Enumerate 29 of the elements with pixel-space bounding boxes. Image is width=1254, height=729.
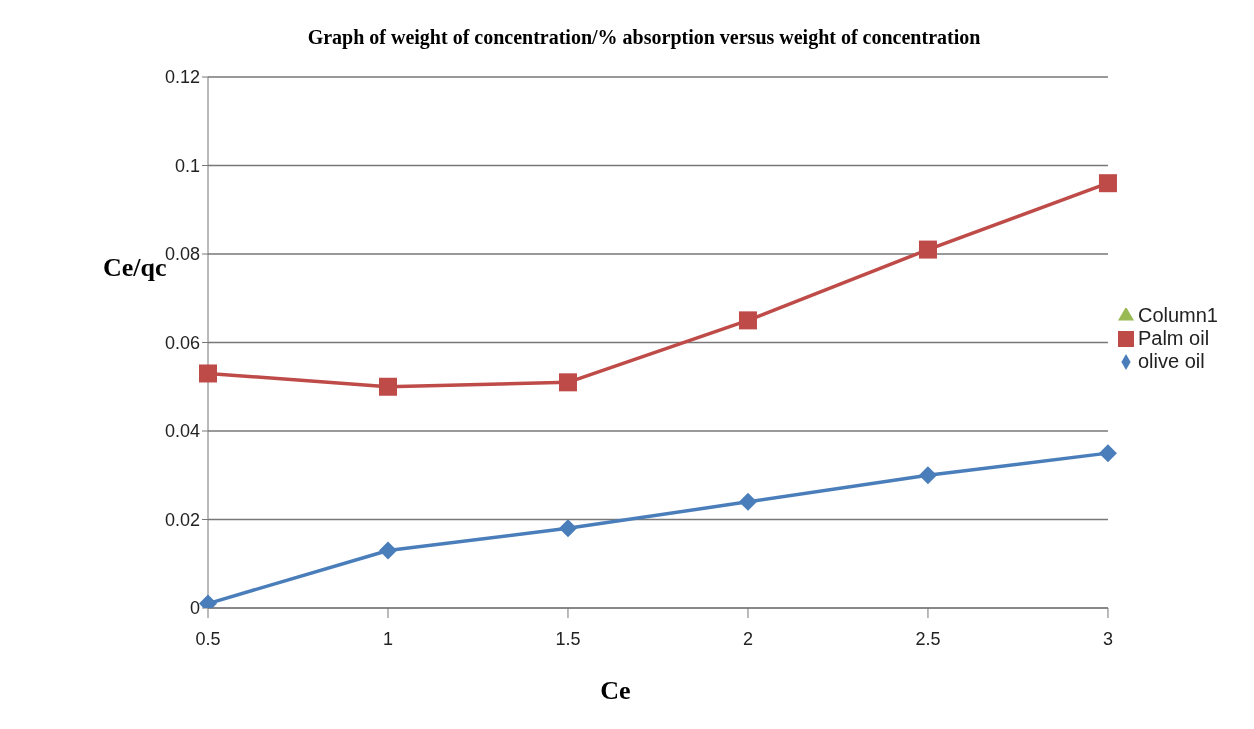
y-tick-label: 0.04 (164, 421, 200, 442)
point (738, 311, 757, 330)
x-tick-label: 3 (1102, 628, 1113, 649)
y-tick-label: 0.02 (164, 509, 200, 530)
y-tick-label: 0.08 (164, 244, 200, 265)
point (199, 364, 217, 383)
legend-label: olive oil (1137, 349, 1205, 372)
point (1098, 174, 1117, 193)
point (378, 541, 397, 560)
point (918, 240, 937, 259)
legend-label: Column1 (1137, 303, 1218, 326)
x-tick-label: 2.5 (915, 628, 941, 649)
chart-title: Graph of weight of concentration/% absorption versus weight of concentration (306, 26, 982, 49)
point (558, 519, 577, 538)
point (918, 466, 937, 485)
point (1098, 444, 1117, 463)
y-tick-label: 0 (189, 598, 200, 619)
point (378, 377, 397, 396)
point (738, 492, 757, 511)
y-tick-label: 0.06 (164, 332, 200, 353)
x-tick-label: 1 (382, 628, 393, 649)
y-tick-label: 0.12 (164, 67, 200, 88)
legend-label: Palm oil (1137, 326, 1210, 349)
x-tick-label: 0.5 (195, 628, 221, 649)
x-tick-label: 1.5 (555, 628, 581, 649)
x-tick-label: 2 (742, 628, 753, 649)
x-axis-title: Ce (599, 676, 632, 706)
point (558, 373, 577, 392)
y-tick-label: 0.1 (174, 155, 200, 176)
